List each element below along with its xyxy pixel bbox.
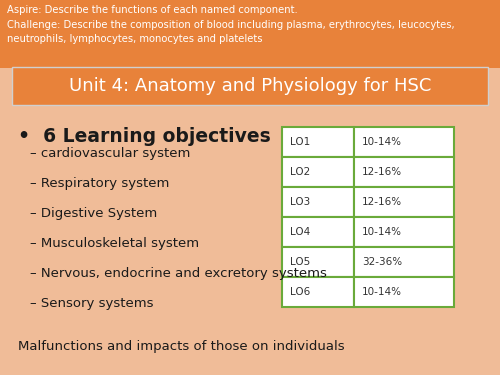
Text: Unit 4: Anatomy and Physiology for HSC: Unit 4: Anatomy and Physiology for HSC [69,77,431,95]
Text: 12-16%: 12-16% [362,197,402,207]
Text: – Musculoskeletal system: – Musculoskeletal system [30,237,199,250]
Text: LO6: LO6 [290,287,310,297]
FancyBboxPatch shape [0,0,500,68]
Text: – Nervous, endocrine and excretory systems: – Nervous, endocrine and excretory syste… [30,267,327,280]
Text: LO1: LO1 [290,137,310,147]
Text: 10-14%: 10-14% [362,137,402,147]
Text: 12-16%: 12-16% [362,167,402,177]
Text: neutrophils, lymphocytes, monocytes and platelets: neutrophils, lymphocytes, monocytes and … [7,34,262,44]
Text: LO5: LO5 [290,257,310,267]
Text: 10-14%: 10-14% [362,287,402,297]
Text: Malfunctions and impacts of those on individuals: Malfunctions and impacts of those on ind… [18,340,344,353]
Text: •  6 Learning objectives: • 6 Learning objectives [18,127,271,146]
FancyBboxPatch shape [282,157,354,187]
FancyBboxPatch shape [282,277,354,307]
Text: – Digestive System: – Digestive System [30,207,157,220]
Text: – Sensory systems: – Sensory systems [30,297,154,310]
Text: – Respiratory system: – Respiratory system [30,177,170,190]
Text: LO2: LO2 [290,167,310,177]
FancyBboxPatch shape [354,247,454,277]
Text: Aspire: Describe the functions of each named component.: Aspire: Describe the functions of each n… [7,5,298,15]
Text: 32-36%: 32-36% [362,257,402,267]
Text: LO4: LO4 [290,227,310,237]
FancyBboxPatch shape [282,217,354,247]
Text: Challenge: Describe the composition of blood including plasma, erythrocytes, leu: Challenge: Describe the composition of b… [7,20,454,30]
FancyBboxPatch shape [354,187,454,217]
FancyBboxPatch shape [354,157,454,187]
FancyBboxPatch shape [282,187,354,217]
FancyBboxPatch shape [354,127,454,157]
FancyBboxPatch shape [354,277,454,307]
Text: LO3: LO3 [290,197,310,207]
Text: – cardiovascular system: – cardiovascular system [30,147,190,160]
FancyBboxPatch shape [282,247,354,277]
FancyBboxPatch shape [12,67,488,105]
FancyBboxPatch shape [282,127,354,157]
FancyBboxPatch shape [354,217,454,247]
Text: 10-14%: 10-14% [362,227,402,237]
